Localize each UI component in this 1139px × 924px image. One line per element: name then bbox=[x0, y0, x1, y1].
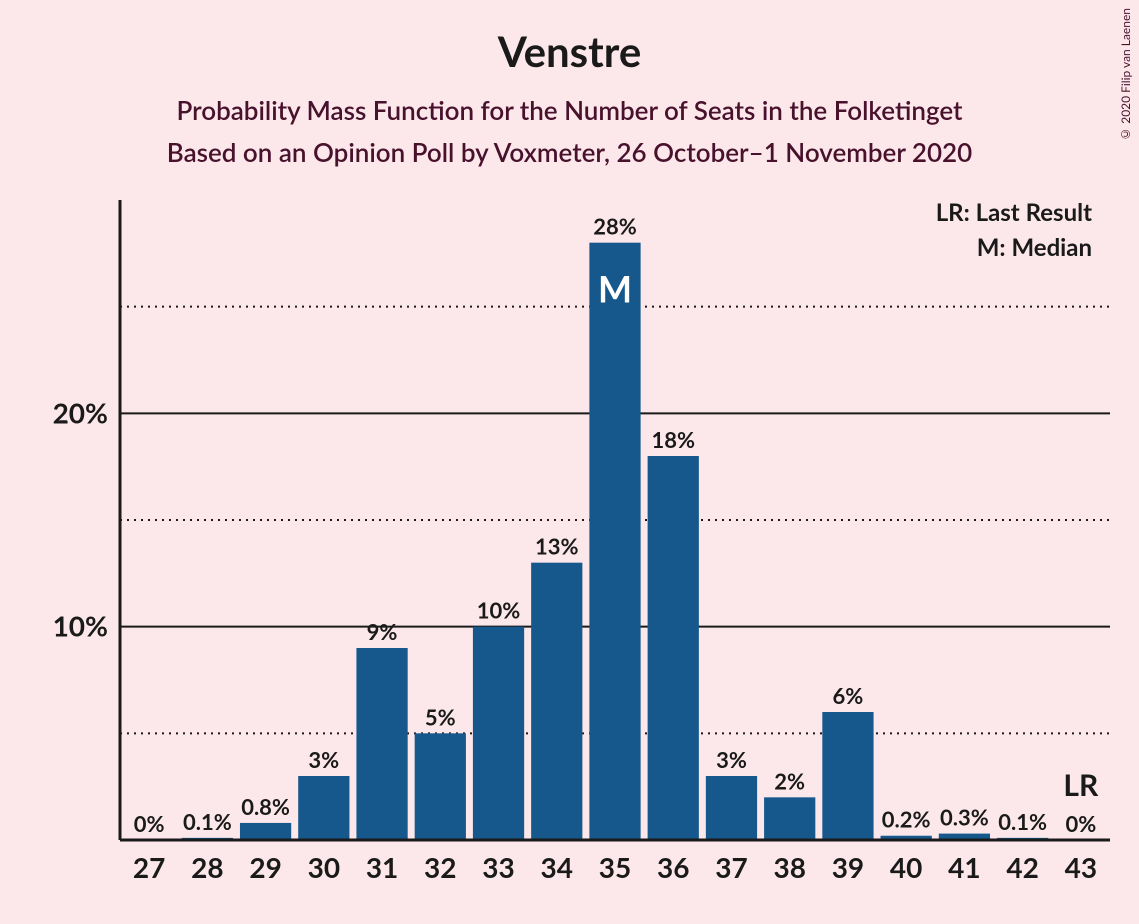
x-tick-label: 41 bbox=[948, 850, 980, 884]
bar bbox=[473, 627, 524, 840]
x-tick-label: 38 bbox=[773, 850, 805, 884]
bar-chart: 10% 20% 0% 27 0.1% 28 0.8% 29 3% 30 9% 31 5% 32 10% 33 1… bbox=[30, 200, 1110, 900]
x-tick-label: 34 bbox=[541, 850, 573, 884]
x-tick-label: 37 bbox=[715, 850, 747, 884]
chart-subtitle-2: Based on an Opinion Poll by Voxmeter, 26… bbox=[0, 136, 1139, 168]
bar-value-label: 6% bbox=[833, 682, 864, 709]
bar-value-label: 0.8% bbox=[241, 793, 290, 820]
bar-value-label: 0% bbox=[134, 810, 165, 837]
bar bbox=[764, 797, 815, 840]
x-tick-label: 39 bbox=[832, 850, 864, 884]
legend-m: M: Median bbox=[936, 233, 1092, 262]
bar bbox=[822, 712, 873, 840]
bar-value-label: 9% bbox=[367, 618, 398, 645]
bar-value-label: 0.3% bbox=[940, 804, 989, 831]
chart-subtitle-1: Probability Mass Function for the Number… bbox=[0, 94, 1139, 126]
lr-marker: LR bbox=[1063, 767, 1099, 803]
y-tick-label: 20% bbox=[53, 395, 108, 429]
x-tick-label: 29 bbox=[249, 850, 281, 884]
x-tick-label: 30 bbox=[308, 850, 340, 884]
bar bbox=[531, 563, 582, 840]
bar-value-label: 18% bbox=[651, 426, 695, 453]
chart-container: LR: Last Result M: Median 10% 20% 0% 27 0.1%… bbox=[30, 200, 1110, 900]
bar-value-label: 0.1% bbox=[183, 808, 232, 835]
x-tick-label: 33 bbox=[482, 850, 514, 884]
x-tick-label: 40 bbox=[890, 850, 922, 884]
bar-value-label: 10% bbox=[477, 597, 521, 624]
x-tick-label: 31 bbox=[366, 850, 398, 884]
bar bbox=[589, 243, 640, 840]
bar-value-label: 3% bbox=[716, 746, 747, 773]
bar-value-label: 28% bbox=[593, 213, 637, 240]
bar-value-label: 3% bbox=[308, 746, 339, 773]
x-tick-label: 43 bbox=[1065, 850, 1097, 884]
bar-value-label: 2% bbox=[774, 767, 805, 794]
copyright-note: © 2020 Filip van Laenen bbox=[1118, 8, 1133, 142]
x-tick-label: 27 bbox=[133, 850, 165, 884]
chart-title: Venstre bbox=[0, 0, 1139, 76]
bar bbox=[240, 823, 291, 840]
x-tick-label: 36 bbox=[657, 850, 689, 884]
x-tick-label: 32 bbox=[424, 850, 456, 884]
median-marker: M bbox=[598, 267, 632, 311]
bar-value-label: 5% bbox=[425, 703, 456, 730]
bar-value-label: 0.1% bbox=[998, 808, 1047, 835]
bar bbox=[298, 776, 349, 840]
bar-value-label: 13% bbox=[535, 533, 579, 560]
y-tick-label: 10% bbox=[53, 609, 108, 643]
x-tick-label: 42 bbox=[1006, 850, 1038, 884]
bar-value-label: 0.2% bbox=[882, 806, 931, 833]
bar-value-label: 0% bbox=[1065, 810, 1096, 837]
legend: LR: Last Result M: Median bbox=[936, 198, 1092, 268]
legend-lr: LR: Last Result bbox=[936, 198, 1092, 227]
bar bbox=[706, 776, 757, 840]
x-tick-label: 35 bbox=[599, 850, 631, 884]
bar bbox=[648, 456, 699, 840]
bar bbox=[356, 648, 407, 840]
x-tick-label: 28 bbox=[191, 850, 223, 884]
bar bbox=[415, 733, 466, 840]
